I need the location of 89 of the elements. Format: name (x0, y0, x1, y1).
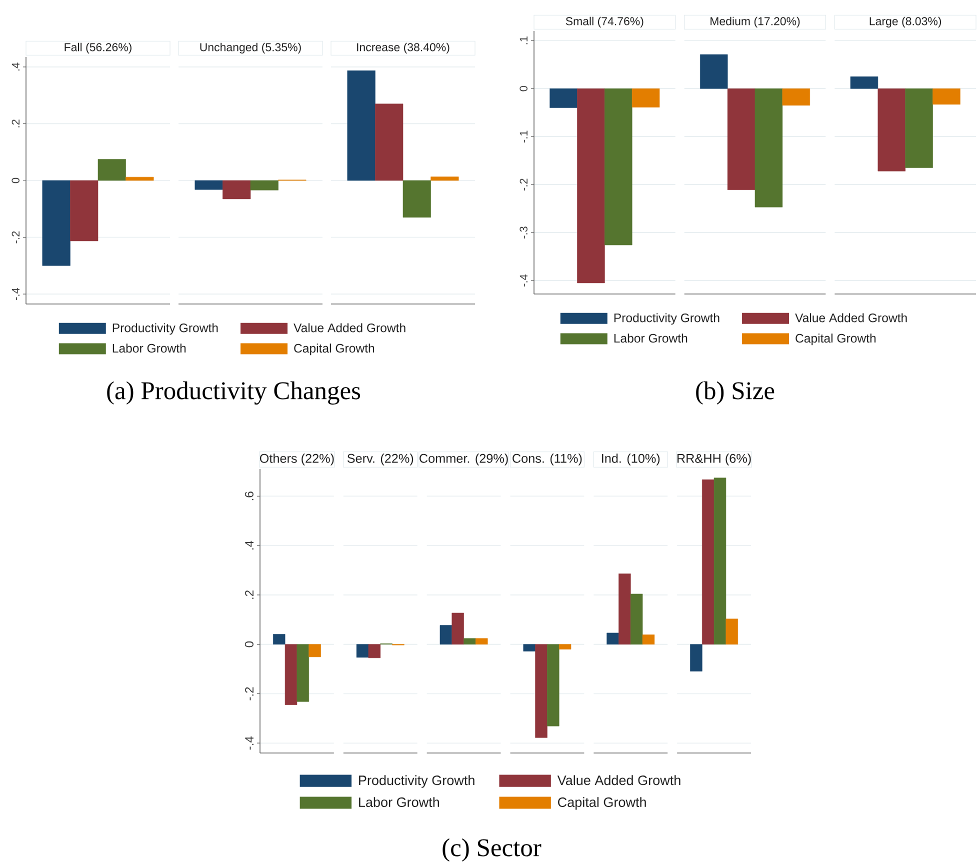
bar (194, 180, 223, 190)
legend-label: Labor Growth (614, 334, 688, 343)
bar (630, 594, 643, 644)
bar (523, 644, 536, 652)
bar (126, 176, 154, 181)
bar (606, 632, 619, 644)
x-tick-label: Fall (56.26%) (64, 42, 132, 54)
bar (284, 644, 298, 705)
x-tick-label: Commer. (29%) (420, 454, 508, 466)
bar (42, 180, 70, 266)
y-tick-label: -.2 (12, 231, 20, 244)
text: (a) Productivity Changes (107, 381, 360, 405)
bar (535, 644, 548, 738)
legend-label: Productivity Growth (359, 775, 474, 788)
bar (464, 638, 476, 644)
bar (550, 88, 578, 108)
legend-label: Capital Growth (558, 797, 646, 810)
bar (878, 88, 906, 172)
legend-label: Value Added Growth (557, 775, 680, 786)
bar (727, 88, 756, 190)
bar (430, 176, 459, 181)
x-tick-label: Increase (38.40%) (357, 42, 450, 54)
bar (905, 88, 933, 168)
y-tick-label: .4 (12, 62, 20, 71)
legend-label: Value Added Growth (795, 313, 907, 322)
bar (726, 618, 738, 644)
bar (700, 54, 728, 89)
legend-label: Productivity Growth (614, 313, 720, 325)
bar (754, 88, 783, 208)
bar (273, 634, 286, 644)
bar (618, 574, 631, 644)
bar (782, 88, 810, 106)
x-tick-label: Ind. (10%) (602, 454, 660, 466)
bar (604, 88, 632, 246)
x-tick-label: Others (22%) (260, 454, 334, 466)
y-tick-label: .6 (244, 492, 254, 500)
bar (850, 76, 878, 89)
bar (714, 478, 726, 644)
y-tick-label: -.4 (520, 274, 528, 286)
bar (70, 180, 98, 242)
bar (250, 180, 278, 190)
x-tick-label: Unchanged (5.35%) (200, 42, 301, 54)
text: (c) Sector (442, 838, 542, 862)
bar (452, 612, 464, 644)
bar (375, 104, 404, 181)
bar (222, 180, 251, 200)
x-tick-label: Small (74.76%) (566, 16, 644, 28)
y-tick-label: .2 (12, 120, 20, 128)
y-tick-label: -.2 (520, 178, 528, 190)
legend-label: Productivity Growth (112, 323, 218, 335)
x-tick-label: Large (8.03%) (870, 16, 942, 28)
y-tick-label: -.1 (520, 130, 528, 143)
x-tick-label: Serv. (22%) (347, 454, 414, 466)
y-tick-label: 0 (244, 641, 254, 648)
y-tick-label: 0 (12, 178, 20, 184)
bar (547, 644, 560, 726)
y-tick-label: .2 (245, 590, 254, 599)
bar (98, 159, 126, 181)
legend-label: Capital Growth (294, 344, 374, 356)
legend-label: Labor Growth (112, 344, 186, 353)
x-tick-label: RR&HH (6%) (677, 454, 751, 466)
bar (402, 180, 431, 218)
bar (476, 638, 488, 644)
bar (632, 88, 660, 108)
legend-label: Capital Growth (796, 334, 876, 346)
y-tick-label: .1 (520, 36, 528, 44)
bar (296, 644, 310, 702)
y-tick-label: 0 (520, 86, 528, 92)
bar (347, 70, 376, 181)
bar (577, 88, 605, 284)
y-tick-label: -.2 (245, 687, 254, 700)
bar (368, 644, 381, 658)
legend-label: Value Added Growth (294, 323, 406, 332)
y-tick-label: -.4 (12, 288, 20, 300)
bar (642, 634, 655, 644)
bar (932, 88, 960, 105)
bar (558, 644, 572, 650)
bar (440, 625, 452, 644)
y-tick-label: .4 (245, 540, 254, 550)
y-tick-label: -.3 (520, 226, 528, 238)
bar (690, 644, 702, 672)
bar (308, 644, 321, 658)
bar (356, 644, 369, 658)
legend-label: Labor Growth (359, 797, 440, 808)
x-tick-label: Cons. (11%) (512, 454, 582, 466)
text: (b) Size (696, 381, 774, 405)
bar (702, 479, 714, 644)
y-tick-label: -.4 (245, 736, 254, 750)
x-tick-label: Medium (17.20%) (710, 16, 800, 28)
